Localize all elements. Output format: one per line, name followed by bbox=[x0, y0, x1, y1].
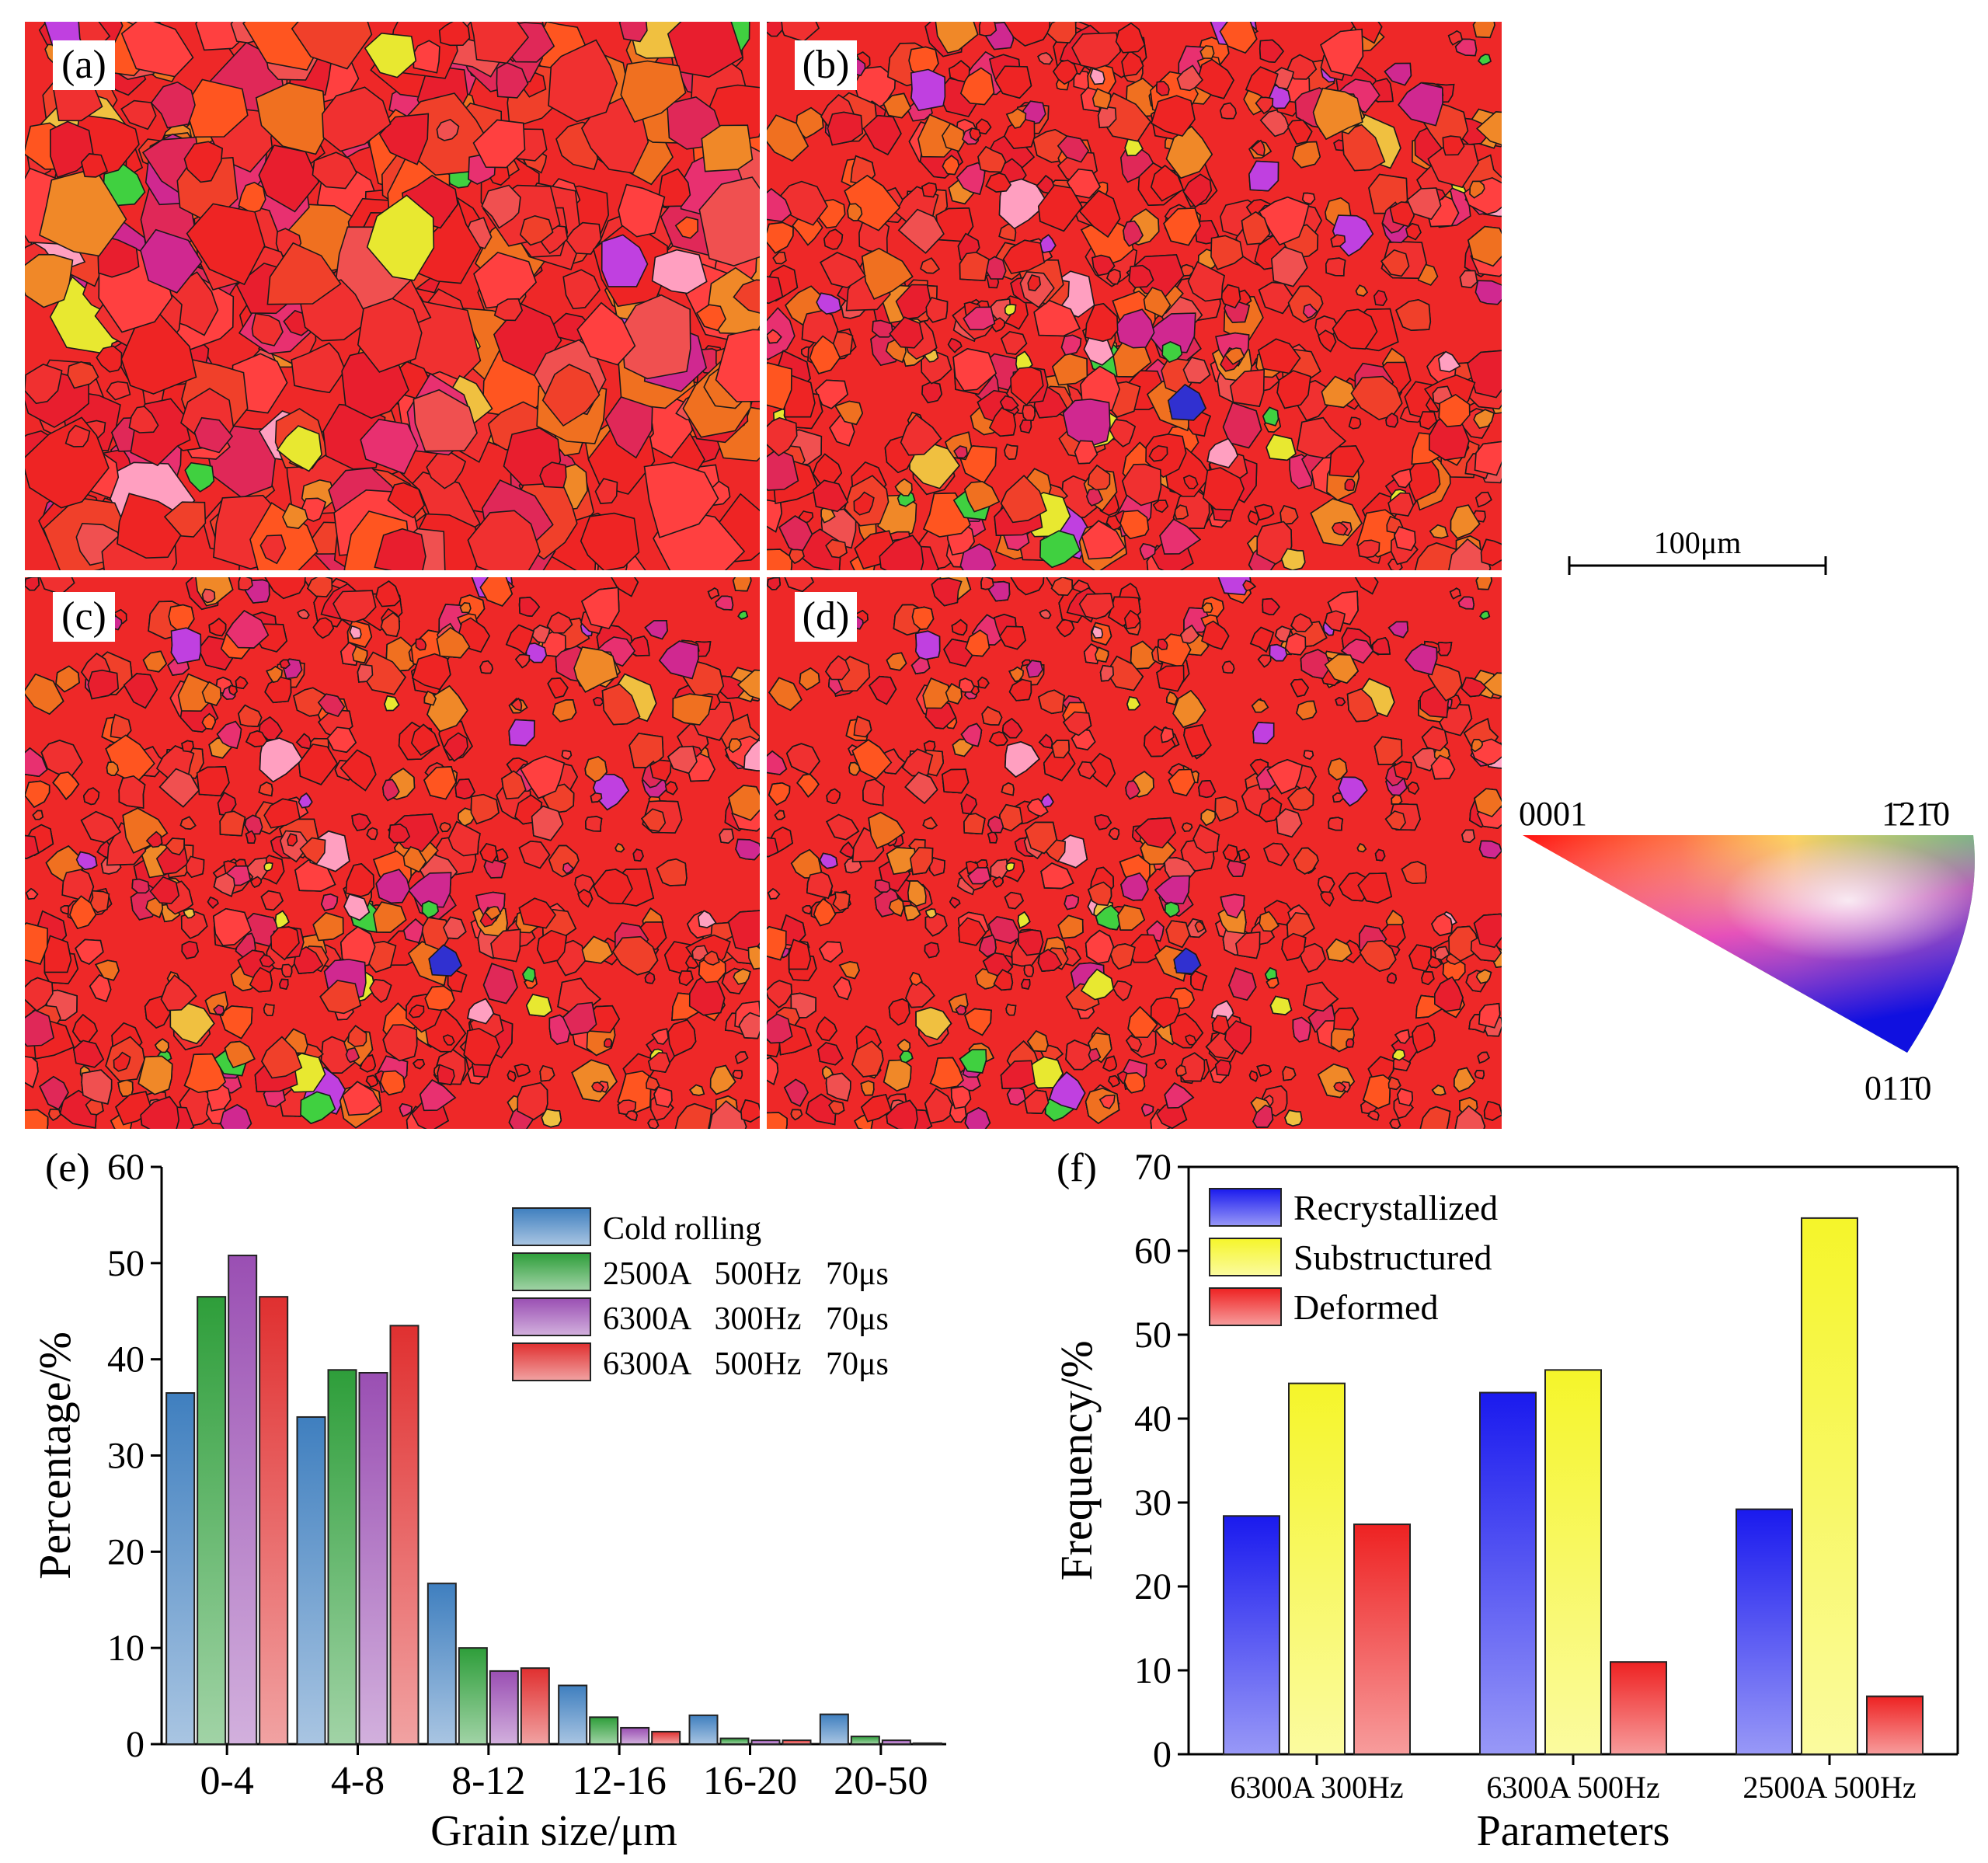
y-tick-label: 40 bbox=[107, 1339, 144, 1381]
scale-bar: 100μm bbox=[1568, 525, 1827, 575]
x-tick-label: 20-50 bbox=[834, 1759, 928, 1803]
ebsd-map-a: (a) bbox=[25, 22, 760, 570]
panel-label: (f) bbox=[1057, 1146, 1097, 1190]
x-tick-label: 0-4 bbox=[200, 1759, 254, 1803]
map-a-label: (a) bbox=[61, 43, 106, 87]
bar-deformed-6300A-500Hz bbox=[1610, 1661, 1667, 1755]
legend-label: 6300A 500Hz 70μs bbox=[603, 1346, 889, 1382]
legend: Cold rolling 2500A 500Hz 70μs 6300A 300Hz … bbox=[512, 1207, 889, 1382]
y-axis-label: Percentage/% bbox=[30, 1332, 80, 1579]
ipf-label-0110: 011̄0 bbox=[1864, 1069, 1931, 1107]
ipf-label-1210: 1̄21̄0 bbox=[1882, 795, 1950, 833]
bar-6300a-0-4 bbox=[259, 1296, 289, 1746]
x-tick-label: 16-20 bbox=[703, 1759, 797, 1803]
chart-f-frequency: 0 10 20 30 40 50 60 70 6300A 300Hz 6300A 500Hz 250… bbox=[1051, 1146, 1959, 1855]
legend: Recrystallized Substructured Deformed bbox=[1209, 1188, 1498, 1327]
y-tick-label: 60 bbox=[1134, 1231, 1172, 1272]
y-tick-label: 50 bbox=[1134, 1315, 1172, 1356]
ebsd-map-d: (d) bbox=[767, 577, 1502, 1129]
legend-label: Cold rolling bbox=[603, 1211, 761, 1247]
scale-bar-label: 100μm bbox=[1654, 525, 1742, 560]
legend-swatch bbox=[512, 1342, 591, 1381]
bar-6300a-8-12 bbox=[520, 1667, 550, 1745]
legend-label: Deformed bbox=[1293, 1287, 1438, 1327]
ipf-label-0001: 0001 bbox=[1519, 795, 1587, 833]
y-tick-label: 0 bbox=[1153, 1734, 1172, 1775]
legend-swatch bbox=[1209, 1188, 1282, 1227]
bar-substructured-6300A-500Hz bbox=[1544, 1369, 1602, 1755]
x-tick-label: 12-16 bbox=[573, 1759, 667, 1803]
panel-label: (e) bbox=[45, 1146, 90, 1190]
bar-cold-16-20 bbox=[688, 1714, 719, 1746]
ebsd-map-c: (c) bbox=[25, 577, 760, 1129]
bar-cold-4-8 bbox=[296, 1416, 326, 1745]
x-tick-label: 8-12 bbox=[451, 1759, 525, 1803]
bar-2500a-4-8 bbox=[327, 1369, 357, 1745]
y-tick-label: 20 bbox=[1134, 1566, 1172, 1607]
map-c-label: (c) bbox=[61, 594, 106, 639]
legend-swatch bbox=[512, 1252, 591, 1291]
map-b-label: (b) bbox=[803, 43, 850, 87]
y-tick-label: 70 bbox=[1134, 1147, 1172, 1188]
y-tick-label: 40 bbox=[1134, 1398, 1172, 1440]
bar-6300a-16-20 bbox=[750, 1739, 781, 1745]
bar-2500a-20-50 bbox=[850, 1736, 880, 1745]
x-tick-label: 6300A 300Hz bbox=[1230, 1770, 1403, 1805]
chart-e-grain-size: 0 10 20 30 40 50 60 0-4 4-8 8-12 12-16 16-20 20-50 Gr… bbox=[30, 1146, 946, 1855]
bar-2500a-12-16 bbox=[589, 1716, 619, 1745]
bar-2500a-8-12 bbox=[458, 1647, 488, 1746]
bar-deformed-2500A-500Hz bbox=[1866, 1695, 1924, 1755]
legend-swatch bbox=[512, 1207, 591, 1246]
bar-6300a-4-8 bbox=[358, 1372, 388, 1745]
y-tick-label: 0 bbox=[126, 1724, 144, 1765]
y-tick-label: 50 bbox=[107, 1243, 144, 1284]
bar-6300a-16-20 bbox=[782, 1739, 812, 1745]
bar-6300a-20-50 bbox=[912, 1742, 942, 1746]
legend-label: 2500A 500Hz 70μs bbox=[603, 1256, 889, 1292]
x-axis-label: Parameters bbox=[1477, 1807, 1670, 1855]
bar-cold-12-16 bbox=[558, 1684, 588, 1745]
bar-6300a-12-16 bbox=[620, 1726, 650, 1745]
y-tick-label: 20 bbox=[107, 1531, 144, 1572]
bar-cold-20-50 bbox=[819, 1713, 849, 1745]
y-tick-label: 10 bbox=[1134, 1650, 1172, 1691]
bar-6300a-12-16 bbox=[651, 1730, 681, 1745]
bar-2500a-16-20 bbox=[719, 1737, 750, 1746]
bar-cold-8-12 bbox=[426, 1583, 457, 1746]
ipf-legend: 0001 1̄21̄0 011̄0 bbox=[1519, 795, 1975, 1107]
bar-recrystallized-6300A-500Hz bbox=[1479, 1391, 1537, 1756]
bar-substructured-2500A-500Hz bbox=[1801, 1217, 1858, 1755]
bar-recrystallized-6300A-300Hz bbox=[1223, 1515, 1280, 1756]
x-tick-label: 4-8 bbox=[331, 1759, 385, 1803]
y-tick-label: 30 bbox=[1134, 1482, 1172, 1523]
y-tick-label: 60 bbox=[107, 1147, 144, 1188]
legend-swatch bbox=[1209, 1238, 1282, 1276]
bar-6300a-8-12 bbox=[489, 1670, 519, 1746]
bar-recrystallized-2500A-500Hz bbox=[1736, 1508, 1793, 1755]
legend-label: Substructured bbox=[1293, 1238, 1492, 1277]
bar-substructured-6300A-300Hz bbox=[1288, 1382, 1346, 1755]
x-axis-label: Grain size/μm bbox=[430, 1807, 677, 1855]
bar-deformed-6300A-300Hz bbox=[1353, 1523, 1411, 1755]
legend-label: Recrystallized bbox=[1293, 1188, 1498, 1227]
y-axis-label: Frequency/% bbox=[1051, 1340, 1102, 1580]
bar-cold-0-4 bbox=[165, 1392, 196, 1745]
bar-6300a-20-50 bbox=[881, 1739, 911, 1745]
y-tick-label: 10 bbox=[107, 1628, 144, 1669]
legend-label: 6300A 300Hz 70μs bbox=[603, 1301, 889, 1337]
x-tick-label: 6300A 500Hz bbox=[1486, 1770, 1659, 1805]
map-d-label: (d) bbox=[803, 594, 850, 639]
y-tick-label: 30 bbox=[107, 1436, 144, 1477]
legend-swatch bbox=[512, 1297, 591, 1336]
bar-6300a-4-8 bbox=[389, 1325, 420, 1745]
legend-swatch bbox=[1209, 1287, 1282, 1326]
ebsd-maps: (a) (b) (c) (d) bbox=[25, 22, 1502, 1129]
ebsd-map-b: (b) bbox=[767, 22, 1502, 570]
bar-2500a-0-4 bbox=[197, 1296, 227, 1746]
x-tick-label: 2500A 500Hz bbox=[1743, 1770, 1916, 1805]
bar-6300a-0-4 bbox=[228, 1254, 258, 1745]
